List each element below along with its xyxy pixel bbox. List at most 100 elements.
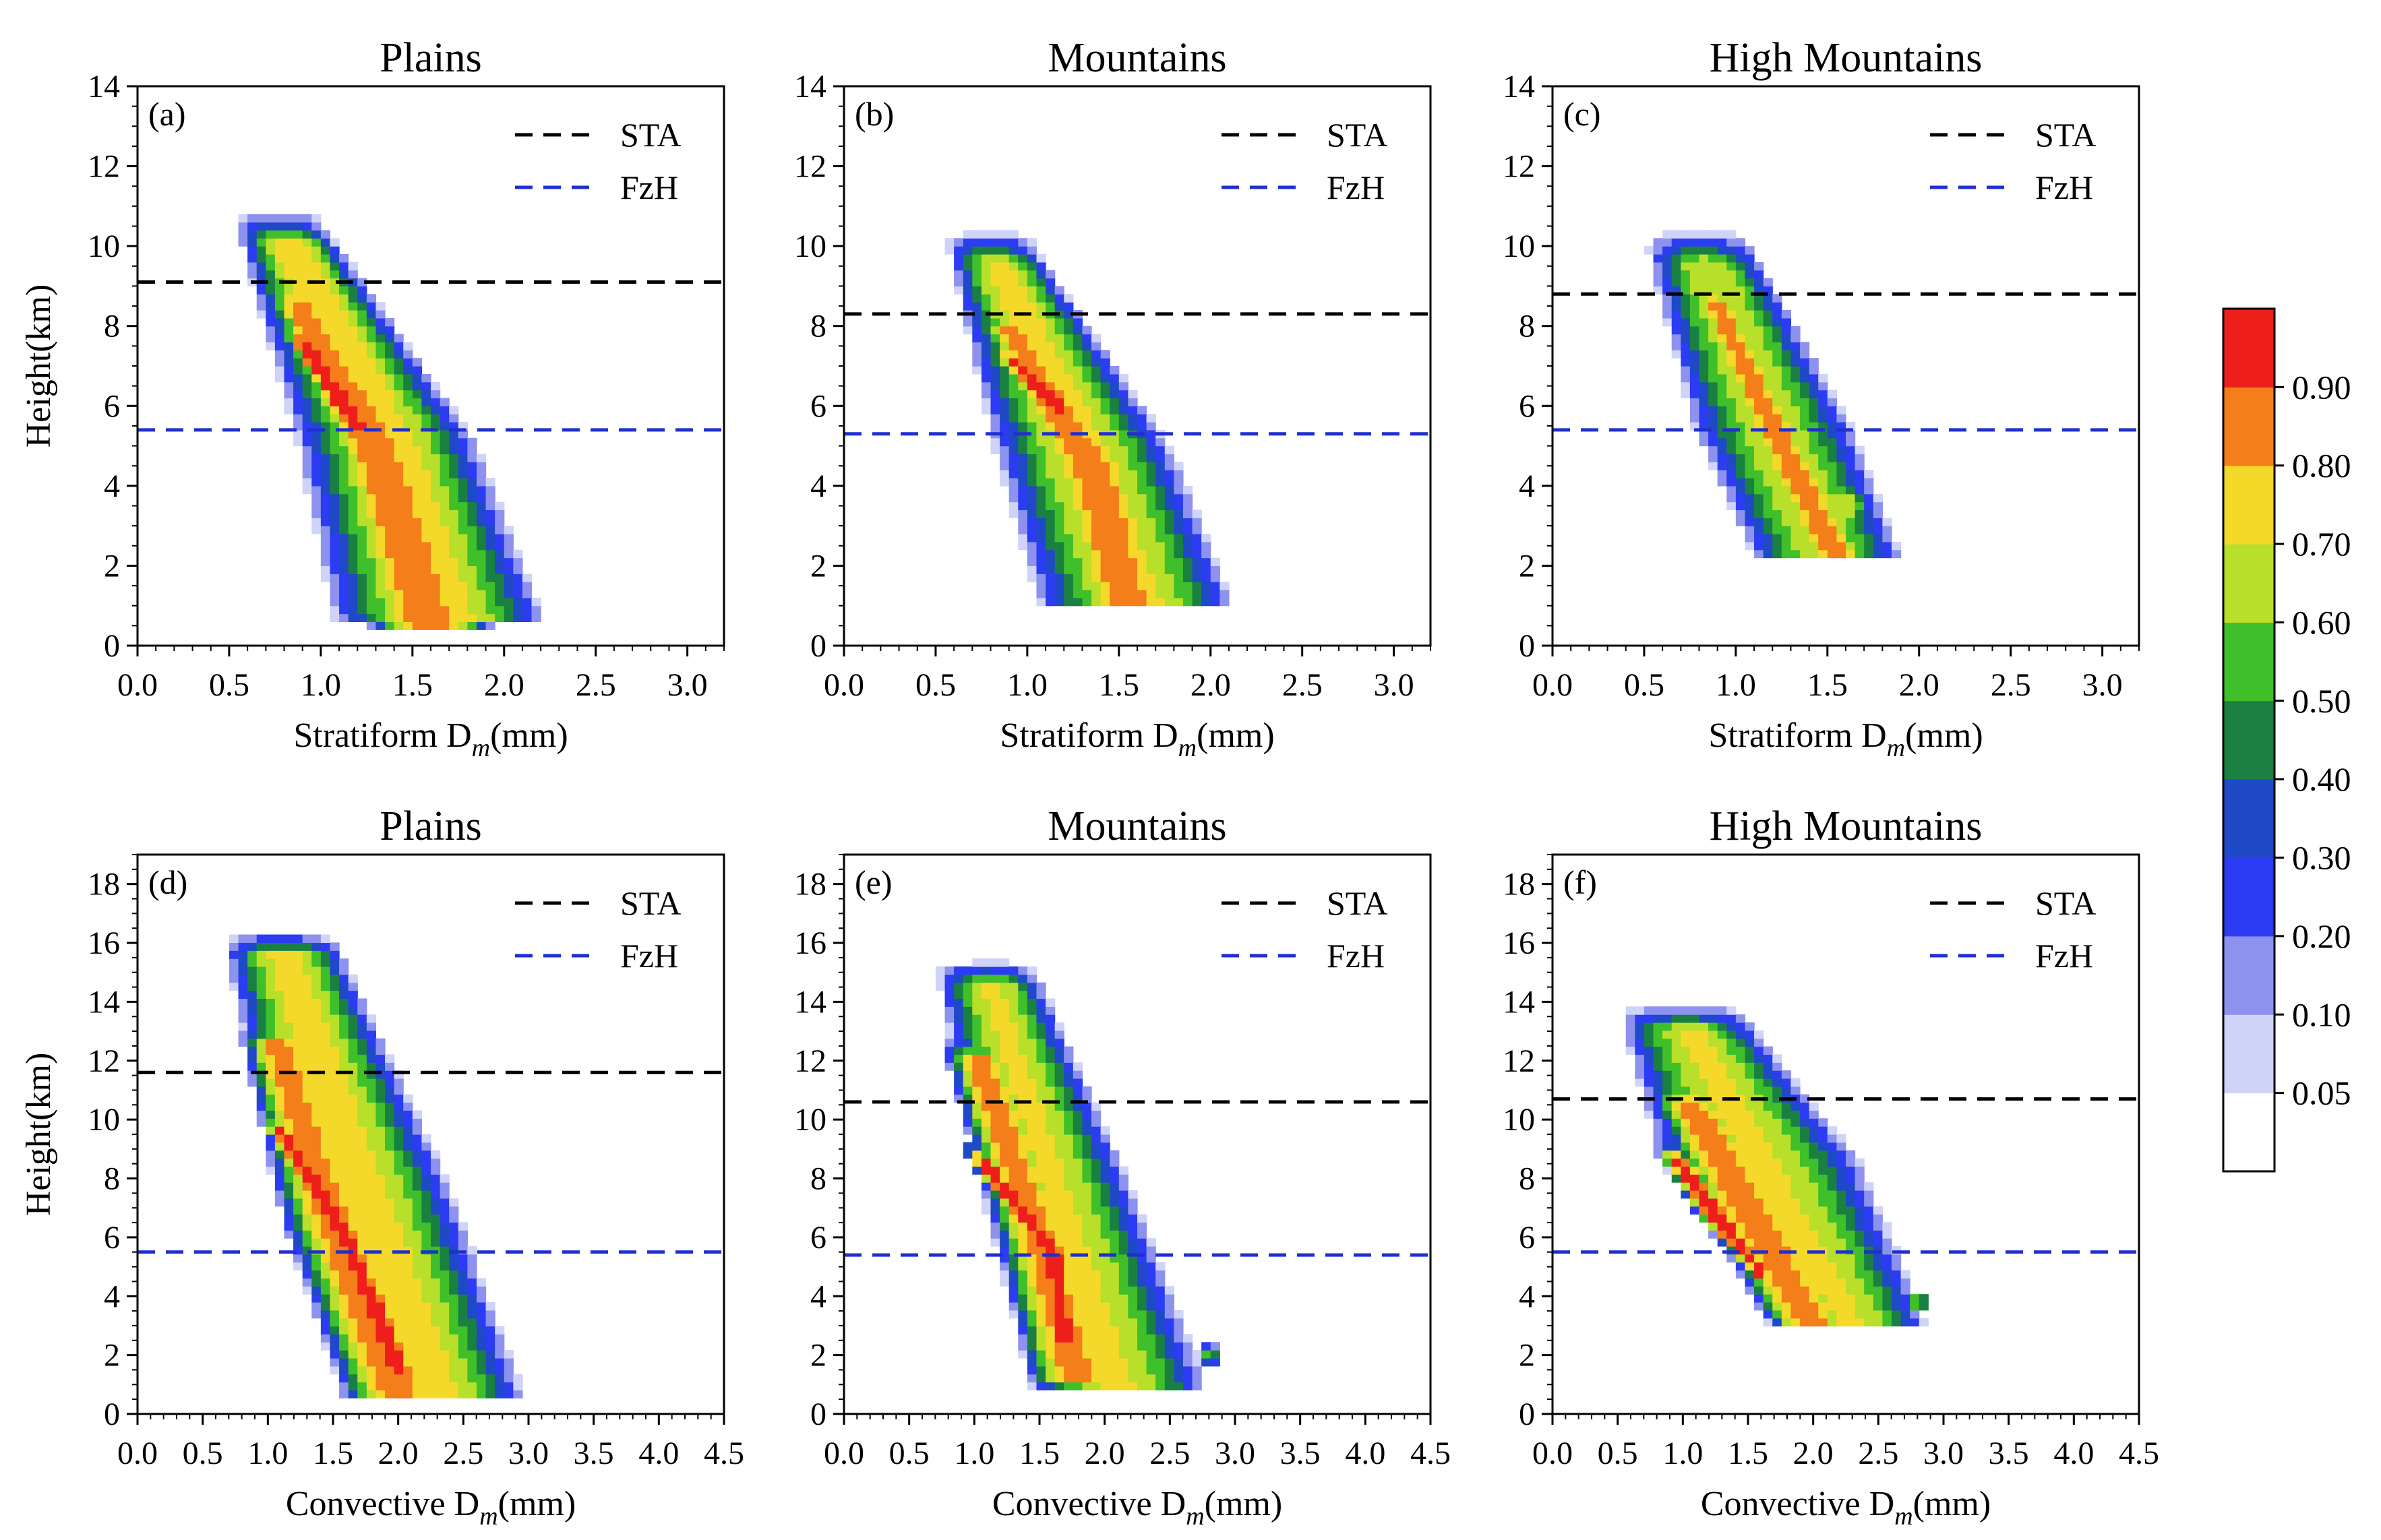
heatmap-cell [421,1206,431,1215]
heatmap-cell [412,1182,423,1191]
heatmap-cell [467,1246,477,1255]
x-tick-label: 1.5 [313,1436,353,1471]
heatmap-cell [1192,590,1202,598]
heatmap-cell [403,574,413,582]
heatmap-cell [247,1014,258,1023]
heatmap-cell [1155,574,1166,582]
heatmap-cell [1046,1166,1056,1175]
heatmap-cell [274,1182,285,1191]
heatmap-cell [311,261,322,271]
heatmap-cell [1671,1150,1681,1159]
heatmap-cell [1790,406,1801,414]
heatmap-cell [1091,565,1102,574]
heatmap-cell [1082,541,1092,551]
heatmap-cells-c [1644,230,1902,559]
heatmap-cell [1809,358,1819,367]
heatmap-cell [330,1022,340,1031]
legend-sta-label: STA [620,116,681,154]
heatmap-cell [348,437,358,447]
heatmap-cell [1671,1086,1681,1095]
heatmap-cell [302,950,312,959]
heatmap-cell [1681,1022,1691,1031]
heatmap-cell [1644,1006,1654,1015]
heatmap-cell [366,414,377,423]
heatmap-cell [339,414,349,423]
heatmap-cell [1110,1174,1120,1183]
heatmap-cell [403,1294,413,1303]
heatmap-cell [348,974,358,983]
x-tick-label: 4.5 [704,1436,744,1471]
heatmap-cell [458,1230,468,1239]
heatmap-cell [394,390,404,399]
heatmap-cell [1027,1134,1037,1143]
heatmap-cell [449,518,459,526]
heatmap-cell [1100,1198,1110,1207]
heatmap-cell [421,597,431,607]
heatmap-cell [1073,1294,1083,1303]
heatmap-cell [339,1254,349,1263]
heatmap-cell [320,366,331,375]
heatmap-cell [1653,1022,1663,1031]
panel-a: 0.0 0.5 1.0 1.5 2.0 2.5 3.002468101214Plains(a… [20,35,725,762]
heatmap-cell [1118,526,1129,534]
heatmap-cell [1027,302,1037,311]
heatmap-cell [238,950,248,959]
heatmap-cell [385,613,395,623]
heatmap-cell [1210,1342,1220,1351]
heatmap-cell [972,1126,982,1135]
heatmap-cell [1008,406,1019,414]
heatmap-cell [311,1142,322,1151]
heatmap-cell [981,1054,992,1063]
heatmap-cell [981,381,992,391]
heatmap-cell [1155,582,1166,590]
heatmap-cell [1809,526,1819,534]
heatmap-cell [1182,1358,1193,1367]
heatmap-cell [1174,597,1184,607]
heatmap-cell [1046,1174,1056,1183]
heatmap-cell [293,990,303,999]
heatmap-cell [1855,445,1865,455]
heatmap-cell [1164,1342,1174,1351]
heatmap-cell [1827,549,1838,559]
heatmap-cell [274,1158,285,1167]
heatmap-cell [1754,414,1764,423]
heatmap-cell [1137,510,1147,518]
heatmap-cell [944,1046,955,1055]
heatmap-cell [1046,470,1056,479]
heatmap-cell [1008,310,1019,319]
heatmap-cell [1818,422,1828,431]
heatmap-cell [990,317,1000,327]
heatmap-cell [1100,1318,1110,1327]
heatmap-cell [1681,1142,1691,1151]
heatmap-cell [1653,238,1663,247]
heatmap-cell [1128,574,1138,582]
heatmap-cell [1036,1222,1046,1231]
heatmap-cell [1137,462,1147,470]
heatmap-cell [1027,254,1037,263]
heatmap-cell [385,381,395,391]
heatmap-cell [302,1046,312,1055]
heatmap-cell [339,501,349,511]
heatmap-cell [311,982,322,991]
heatmap-cell [476,478,487,487]
heatmap-cell [1735,246,1746,255]
heatmap-cell [302,1238,312,1247]
heatmap-cell [1018,1158,1028,1167]
heatmap-cell [1708,1222,1718,1231]
heatmap-cell [1008,326,1019,335]
heatmap-cell [330,1294,340,1303]
heatmap-cell [1689,1134,1700,1143]
heatmap-cell [1708,358,1718,367]
heatmap-cell [1137,422,1147,431]
heatmap-cell [485,574,495,582]
heatmap-cell [990,1190,1000,1199]
heatmap-cell [1110,422,1120,431]
x-tick-label: 1.0 [1007,667,1048,703]
heatmap-cell [1073,1110,1083,1119]
heatmap-cell [1754,493,1764,503]
heatmap-cell [394,526,404,534]
heatmap-cell [1110,1286,1120,1295]
heatmap-cell [1027,462,1037,470]
heatmap-cell [1091,1262,1102,1271]
heatmap-cell [293,974,303,983]
